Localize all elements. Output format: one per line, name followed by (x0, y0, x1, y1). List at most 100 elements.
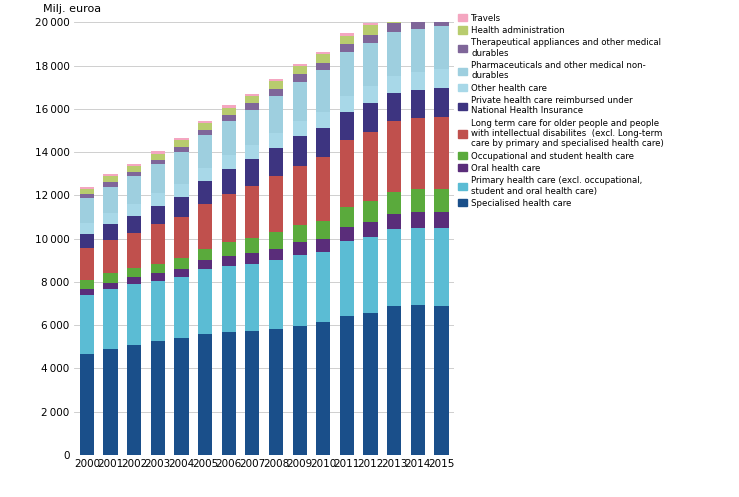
Bar (364, 86, 378, 103)
Bar (222, 115, 236, 120)
Bar (151, 263, 165, 273)
Bar (174, 268, 188, 277)
Bar (245, 159, 259, 186)
Bar (174, 184, 188, 197)
Bar (387, 11, 401, 14)
Bar (340, 36, 354, 44)
Bar (293, 255, 307, 326)
Bar (245, 186, 259, 238)
Bar (411, 29, 425, 72)
Bar (198, 269, 212, 334)
Bar (269, 176, 283, 232)
Bar (174, 217, 188, 258)
Bar (245, 145, 259, 159)
Bar (435, 69, 449, 87)
Bar (340, 227, 354, 241)
Bar (174, 147, 188, 152)
Bar (245, 331, 259, 455)
Bar (222, 155, 236, 168)
Bar (364, 23, 378, 25)
Bar (364, 313, 378, 455)
Bar (103, 186, 118, 213)
Bar (293, 136, 307, 166)
Bar (340, 141, 354, 207)
Bar (127, 216, 141, 233)
Bar (80, 198, 94, 223)
Bar (151, 273, 165, 281)
Bar (127, 172, 141, 176)
Bar (151, 160, 165, 165)
Bar (293, 243, 307, 255)
Bar (316, 252, 330, 322)
Text: Milj. euroa: Milj. euroa (44, 3, 101, 14)
Bar (222, 120, 236, 155)
Bar (222, 332, 236, 455)
Bar (103, 213, 118, 224)
Bar (80, 187, 94, 189)
Bar (80, 194, 94, 198)
Bar (387, 214, 401, 229)
Bar (293, 225, 307, 243)
Bar (293, 166, 307, 225)
Bar (103, 283, 118, 289)
Bar (269, 260, 283, 329)
Bar (435, 212, 449, 229)
Bar (174, 141, 188, 147)
Bar (151, 152, 165, 154)
Bar (435, 306, 449, 455)
Bar (222, 242, 236, 256)
Bar (340, 95, 354, 112)
Bar (340, 112, 354, 141)
Bar (222, 194, 236, 242)
Bar (80, 295, 94, 354)
Bar (245, 110, 259, 145)
Bar (80, 234, 94, 248)
Bar (269, 89, 283, 95)
Bar (293, 82, 307, 121)
Bar (127, 233, 141, 268)
Bar (151, 340, 165, 455)
Bar (411, 118, 425, 189)
Bar (198, 181, 212, 204)
Bar (222, 105, 236, 108)
Bar (245, 238, 259, 253)
Bar (269, 329, 283, 455)
Bar (316, 157, 330, 221)
Bar (80, 223, 94, 234)
Bar (387, 14, 401, 23)
Bar (387, 93, 401, 121)
Bar (245, 96, 259, 103)
Bar (411, 72, 425, 90)
Bar (127, 345, 141, 455)
Bar (411, 212, 425, 228)
Bar (269, 148, 283, 176)
Bar (198, 123, 212, 130)
Bar (222, 168, 236, 194)
Bar (411, 90, 425, 118)
Bar (245, 103, 259, 110)
Bar (174, 277, 188, 338)
Bar (411, 228, 425, 305)
Bar (198, 204, 212, 248)
Bar (198, 130, 212, 135)
Bar (80, 354, 94, 455)
Bar (151, 224, 165, 263)
Bar (80, 189, 94, 194)
Bar (174, 258, 188, 268)
Bar (435, 4, 449, 7)
Bar (316, 52, 330, 54)
Bar (174, 338, 188, 455)
Bar (387, 192, 401, 214)
Bar (435, 7, 449, 17)
Bar (151, 154, 165, 160)
Bar (127, 268, 141, 277)
Bar (387, 121, 401, 192)
Bar (103, 273, 118, 283)
Bar (293, 64, 307, 66)
Bar (269, 79, 283, 81)
Bar (103, 289, 118, 349)
Bar (103, 349, 118, 455)
Bar (411, 20, 425, 29)
Bar (411, 189, 425, 212)
Bar (245, 93, 259, 96)
